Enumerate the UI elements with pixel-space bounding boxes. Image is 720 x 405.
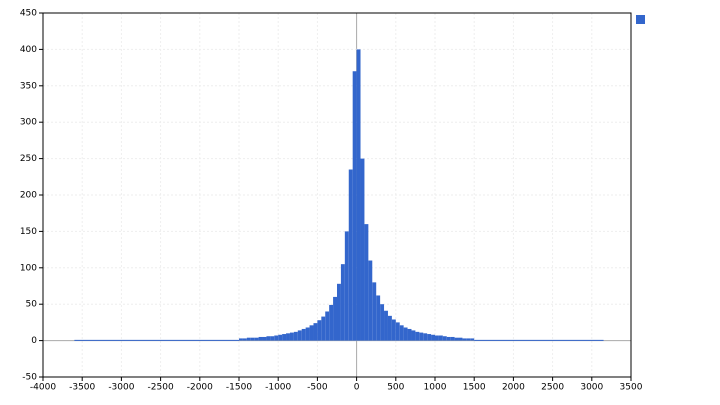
x-tick-label: 2500 [541,383,564,393]
x-tick-label: 1000 [424,383,447,393]
bar [344,231,349,341]
x-tick-label: -1500 [226,383,252,393]
bar [454,337,459,341]
x-tick-label: 0 [354,383,360,393]
bar [376,295,381,341]
x-tick-label: -2000 [187,383,213,393]
legend-swatch [636,15,645,24]
bar [395,322,400,341]
bar [407,328,412,341]
x-tick-label: 1500 [463,383,486,393]
x-tick-label: 500 [387,383,404,393]
bar [333,296,337,341]
x-tick-label: -3000 [108,383,134,393]
bar [254,337,259,341]
bar [474,339,604,341]
bar [368,260,373,341]
bar [286,333,290,341]
bar [442,336,447,341]
bar [250,337,255,341]
bar [423,333,428,341]
bar [391,319,396,341]
y-tick-label: -50 [22,373,37,383]
y-tick-label: 250 [20,154,37,164]
bar [317,320,322,341]
bar [239,338,243,341]
bar [289,332,294,341]
bar [329,304,334,341]
bar [364,224,369,341]
bar [313,323,318,341]
bar [380,304,385,341]
bar [466,338,471,341]
bar [470,338,475,341]
bar [321,316,326,341]
bar [415,331,420,341]
bar [266,336,271,341]
bar [270,336,275,341]
y-tick-label: 50 [26,300,38,310]
bar [337,283,341,341]
bar [438,335,443,341]
x-tick-label: 2000 [502,383,525,393]
x-tick-label: -4000 [30,383,56,393]
bar [435,335,439,341]
bar [258,336,263,341]
x-tick-label: 3000 [580,383,603,393]
bar [309,325,314,341]
y-tick-label: 350 [20,81,37,91]
bar [403,327,408,341]
bar [278,334,283,341]
bar [242,338,247,341]
bar [427,334,432,341]
bar [411,330,416,341]
bar [419,332,424,341]
bar [458,337,463,341]
bar [301,328,306,341]
bar [399,325,404,341]
bar [450,336,455,341]
bar [282,334,287,341]
bar [293,331,298,341]
y-tick-label: 100 [20,263,37,273]
y-tick-label: 450 [20,9,37,19]
bar [360,158,365,341]
x-tick-label: -1000 [265,383,291,393]
x-tick-label: 3500 [620,383,643,393]
x-tick-label: -500 [307,383,328,393]
plot-frame [42,12,632,378]
bar [431,334,435,341]
bar [352,71,357,341]
bar [262,336,267,341]
bar [325,311,330,341]
bar [387,315,392,341]
bar [74,339,239,341]
bar [348,169,353,341]
bar [246,337,251,341]
bar [297,330,302,341]
bar [372,282,377,341]
x-tick-label: -3500 [69,383,95,393]
bar [446,336,451,341]
x-tick-label: -2500 [148,383,174,393]
y-tick-label: 150 [20,227,37,237]
y-tick-label: 400 [20,45,37,55]
bar [340,264,345,341]
bar [305,327,310,341]
bar [462,338,467,341]
bar [274,335,279,341]
y-tick-label: 0 [31,336,37,346]
y-tick-label: 300 [20,118,37,128]
bar [384,310,388,341]
bar [356,49,361,341]
y-tick-label: 200 [20,191,37,201]
